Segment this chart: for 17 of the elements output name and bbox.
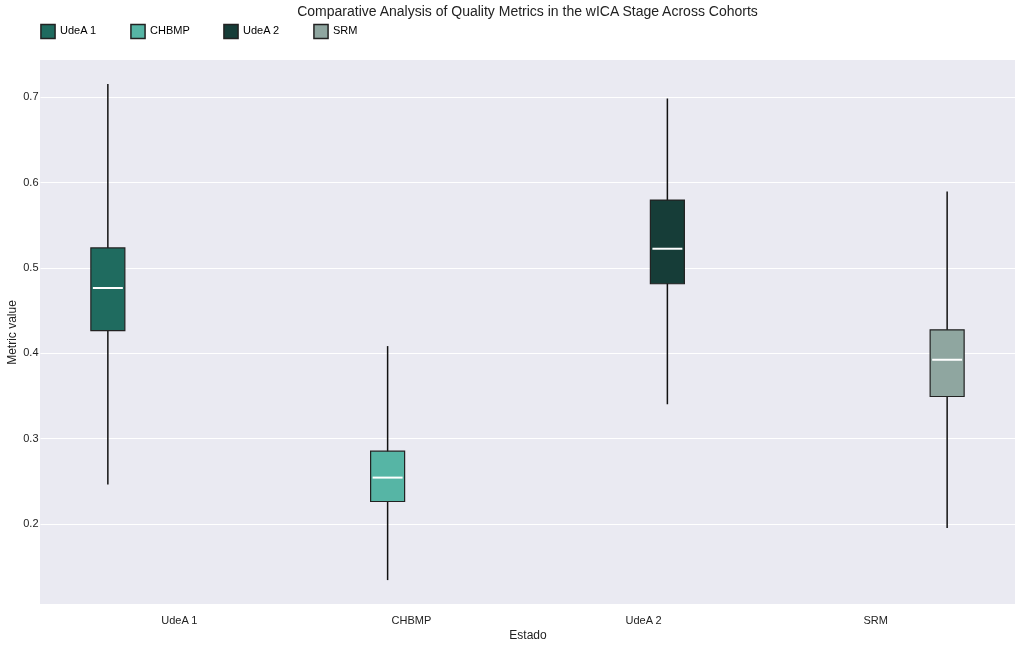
legend-label: UdeA 1 — [60, 24, 97, 37]
x-axis-title: Estado — [509, 627, 548, 642]
y-tick-label: 0.3 — [23, 431, 39, 444]
y-axis-title: Metric value — [5, 299, 20, 365]
chart-title: Comparative Analysis of Quality Metrics in the wICA Stage Across Cohorts — [297, 3, 758, 19]
y-tick-label: 0.6 — [23, 175, 39, 188]
y-tick-label: 0.4 — [23, 346, 39, 359]
legend-label: SRM — [333, 24, 358, 37]
x-tick-label: UdeA 2 — [625, 613, 662, 626]
legend-label: UdeA 2 — [243, 24, 280, 37]
x-tick-label: SRM — [863, 613, 888, 626]
x-tick-label: UdeA 1 — [161, 613, 198, 626]
y-tick-label: 0.5 — [23, 261, 39, 274]
y-tick-label: 0.2 — [23, 517, 39, 530]
y-tick-label: 0.7 — [23, 90, 39, 103]
x-tick-label: CHBMP — [391, 613, 432, 626]
legend-label: CHBMP — [150, 24, 190, 37]
